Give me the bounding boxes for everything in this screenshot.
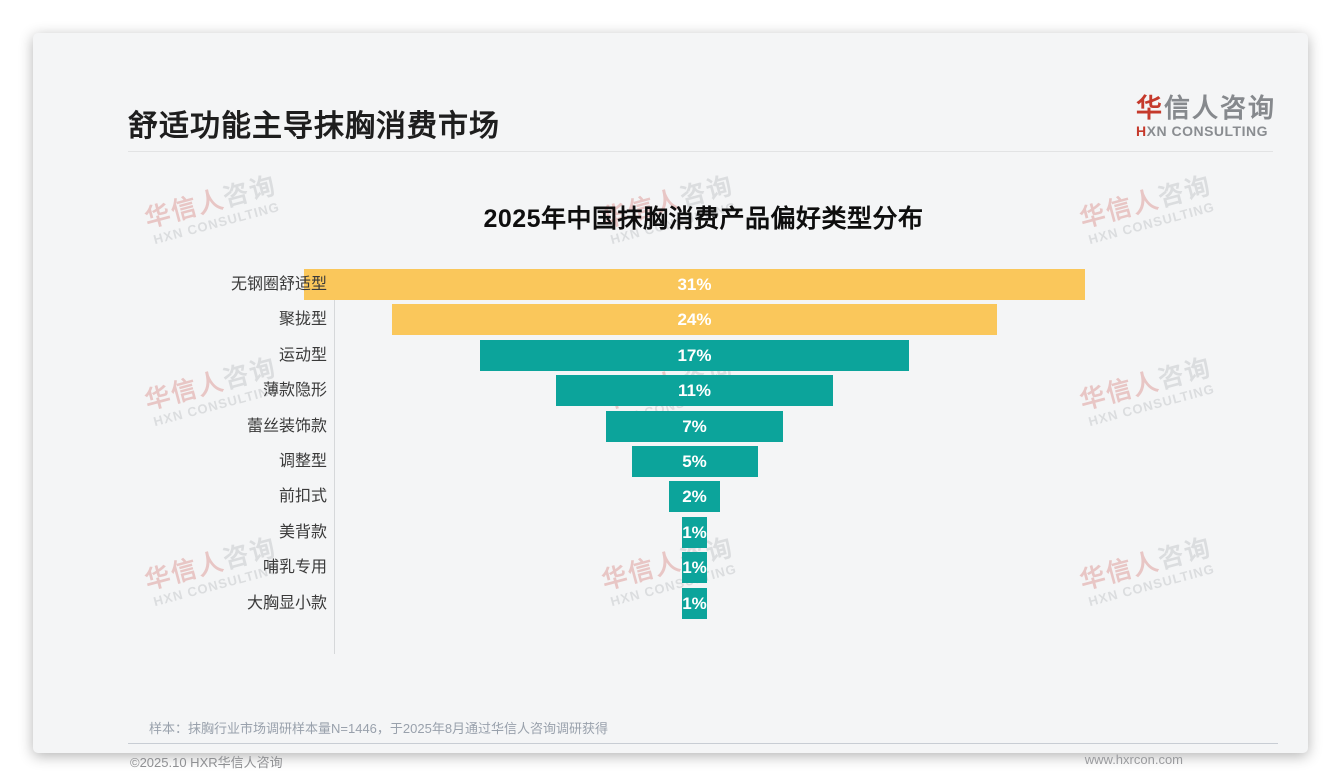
bar-segment: 7% <box>606 410 783 442</box>
bar-value-label: 7% <box>682 416 707 436</box>
bar-value-label: 2% <box>682 487 707 507</box>
logo-cn-rest: 信人咨询 <box>1164 93 1277 123</box>
watermark-cn: 华信人咨询 <box>1077 533 1215 596</box>
chart-title: 2025年中国抹胸消费产品偏好类型分布 <box>483 205 924 233</box>
category-label: 薄款隐形 <box>262 382 327 400</box>
logo-en-text: HXN CONSULTING <box>1136 123 1276 140</box>
footer-divider <box>128 743 1278 744</box>
footer-copyright: ©2025.10 HXR华信人咨询 <box>130 755 283 770</box>
report-card: 华信人咨询 HXN CONSULTING 华信人咨询 HXN CONSULTING 华信… <box>33 33 1308 770</box>
category-label: 调整型 <box>278 453 327 470</box>
bar-value-label: 5% <box>682 452 707 471</box>
page-title: 舒适功能主导抹胸消费市场 <box>128 110 500 143</box>
logo-cn-first-char: 华 <box>1136 93 1165 123</box>
bar-segment: 5% <box>631 446 758 477</box>
category-label: 无钢圈舒适型 <box>230 276 327 293</box>
category-axis-line <box>334 291 335 654</box>
bar-value-label: 24% <box>677 310 712 330</box>
watermark-en: HXN CONSULTING <box>608 560 739 610</box>
header-divider <box>128 151 1273 152</box>
category-label: 蕾丝装饰款 <box>246 417 327 435</box>
category-label: 前扣式 <box>278 488 327 506</box>
watermark-cn: 华信人咨询 <box>599 533 737 596</box>
logo-en-rest: XN CONSULTING <box>1146 123 1268 139</box>
bar-value-label: 1% <box>682 558 707 578</box>
bar-value-label: 1% <box>682 593 707 613</box>
bar-value-label: 11% <box>677 381 712 401</box>
bar-segment: 2% <box>669 481 720 513</box>
category-label: 聚拢型 <box>278 311 327 329</box>
bar-segment: 24% <box>392 304 997 336</box>
bar-value-label: 31% <box>677 275 712 294</box>
bar-segment: 31% <box>303 269 1086 300</box>
sample-note: 样本：抹胸行业市场调研样本量N=1446，于2025年8月通过华信人咨询调研获得 <box>149 721 609 736</box>
logo-en-first-char: H <box>1136 123 1147 139</box>
bar-segment: 1% <box>681 552 708 584</box>
category-label: 大胸显小款 <box>246 594 327 612</box>
bar-value-label: 1% <box>682 522 707 542</box>
logo-cn-text: 华信人咨询 <box>1136 93 1276 123</box>
watermark-en: HXN CONSULTING <box>1086 380 1217 430</box>
bar-segment: 11% <box>555 375 834 407</box>
footer-website: www.hxrcon.com <box>1084 752 1183 767</box>
category-label: 美背款 <box>278 523 327 541</box>
bar-value-label: 17% <box>677 345 712 365</box>
bar-segment: 1% <box>681 516 708 548</box>
bar-segment: 1% <box>681 587 708 619</box>
bar-segment: 17% <box>480 339 909 371</box>
watermark-en: HXN CONSULTING <box>1086 560 1217 610</box>
category-label: 哺乳专用 <box>262 559 327 577</box>
watermark-cn: 华信人咨询 <box>1077 353 1215 416</box>
category-label: 运动型 <box>278 346 327 364</box>
company-logo: 华信人咨询 HXN CONSULTING <box>1136 93 1276 140</box>
